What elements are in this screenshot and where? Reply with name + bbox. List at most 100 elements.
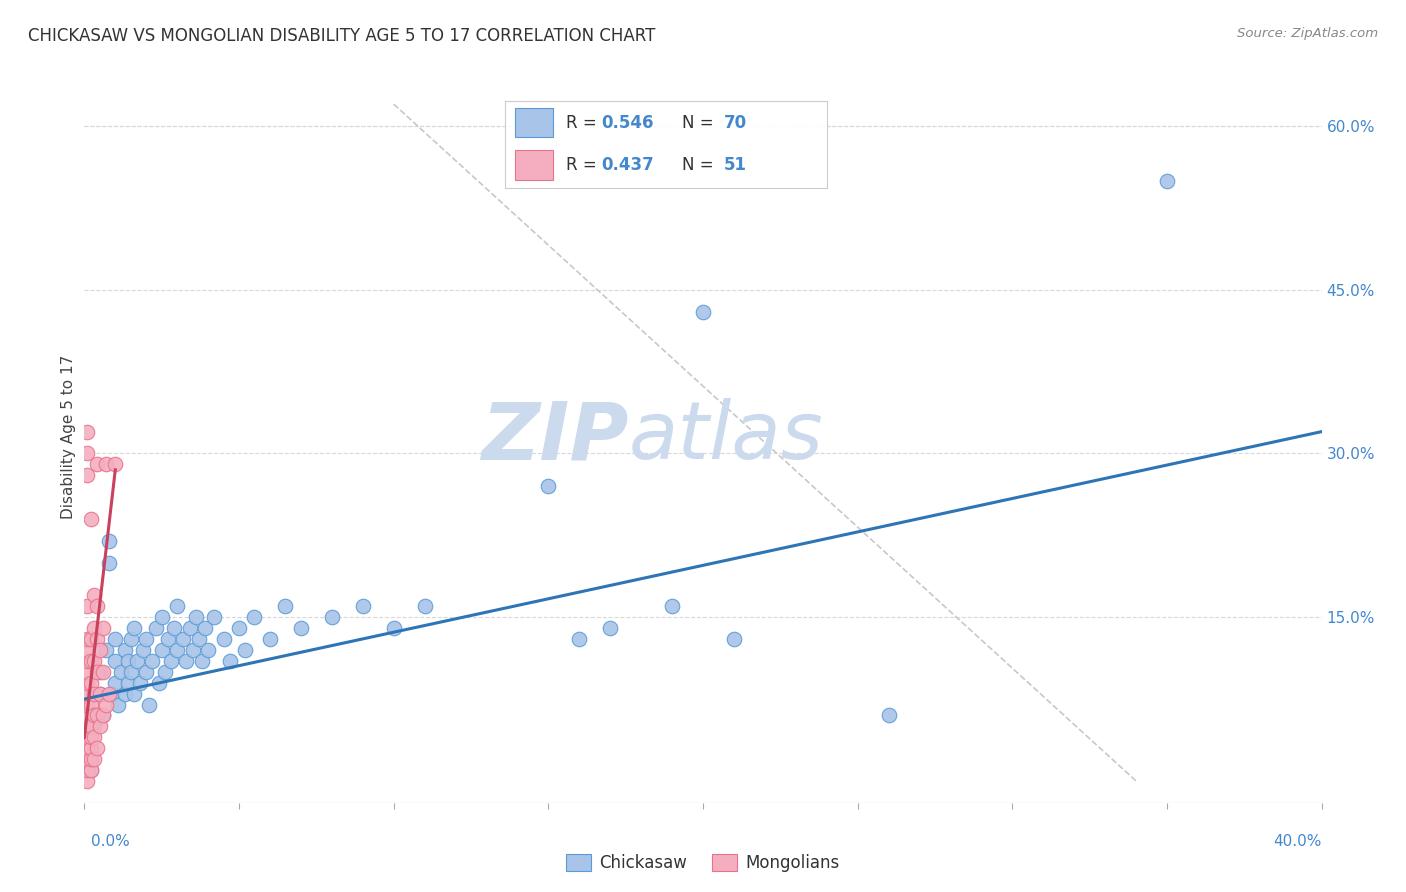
Point <box>166 643 188 657</box>
Point <box>83 621 105 635</box>
Point <box>89 687 111 701</box>
Point <box>233 643 256 657</box>
Point <box>129 675 152 690</box>
Point <box>76 632 98 646</box>
Point <box>259 632 281 646</box>
Point <box>382 621 405 635</box>
Point <box>98 556 121 570</box>
Point <box>89 719 111 733</box>
Point <box>86 632 108 646</box>
Point <box>83 687 105 701</box>
Point <box>352 599 374 614</box>
Point <box>110 665 132 679</box>
Point <box>79 719 101 733</box>
Point <box>76 687 98 701</box>
Point <box>120 665 142 679</box>
Point <box>117 675 139 690</box>
Point <box>94 458 117 472</box>
Text: 40.0%: 40.0% <box>1274 834 1322 849</box>
Point <box>135 665 157 679</box>
Point <box>76 446 98 460</box>
Point <box>661 599 683 614</box>
Point <box>218 654 240 668</box>
Point <box>76 675 98 690</box>
Point <box>243 610 266 624</box>
Point <box>83 588 105 602</box>
Point <box>187 632 209 646</box>
Point <box>79 698 101 712</box>
Text: ZIP: ZIP <box>481 398 628 476</box>
Point <box>125 654 148 668</box>
Point <box>321 610 343 624</box>
Point <box>228 621 250 635</box>
Point <box>274 599 297 614</box>
Point <box>79 632 101 646</box>
Point <box>114 643 136 657</box>
Point <box>79 741 101 756</box>
Point <box>104 458 127 472</box>
Point <box>212 632 235 646</box>
Point <box>117 654 139 668</box>
Point <box>599 621 621 635</box>
Point <box>79 763 101 777</box>
Point <box>150 643 173 657</box>
Point <box>179 621 201 635</box>
Point <box>89 687 111 701</box>
Point <box>86 458 108 472</box>
Point <box>76 763 98 777</box>
Point <box>79 752 101 766</box>
Legend: Chickasaw, Mongolians: Chickasaw, Mongolians <box>560 847 846 879</box>
Point <box>1156 173 1178 187</box>
Point <box>172 632 194 646</box>
Point <box>94 643 117 657</box>
Point <box>176 654 198 668</box>
Point <box>79 763 101 777</box>
Text: 0.0%: 0.0% <box>91 834 131 849</box>
Point <box>76 774 98 789</box>
Point <box>122 621 145 635</box>
Text: CHICKASAW VS MONGOLIAN DISABILITY AGE 5 TO 17 CORRELATION CHART: CHICKASAW VS MONGOLIAN DISABILITY AGE 5 … <box>28 27 655 45</box>
Point <box>184 610 207 624</box>
Point <box>83 731 105 745</box>
Point <box>132 643 155 657</box>
Point <box>86 741 108 756</box>
Point <box>76 599 98 614</box>
Point <box>141 654 163 668</box>
Point <box>76 654 98 668</box>
Point <box>537 479 560 493</box>
Point <box>153 665 176 679</box>
Point <box>76 752 98 766</box>
Point <box>104 632 127 646</box>
Point <box>83 708 105 723</box>
Point <box>79 654 101 668</box>
Point <box>89 643 111 657</box>
Point <box>76 468 98 483</box>
Y-axis label: Disability Age 5 to 17: Disability Age 5 to 17 <box>60 355 76 519</box>
Point <box>202 610 225 624</box>
Point <box>135 632 157 646</box>
Point <box>413 599 436 614</box>
Point <box>98 687 121 701</box>
Point <box>83 752 105 766</box>
Point <box>166 599 188 614</box>
Point <box>723 632 745 646</box>
Point <box>156 632 179 646</box>
Point <box>83 654 105 668</box>
Point <box>76 698 98 712</box>
Text: Source: ZipAtlas.com: Source: ZipAtlas.com <box>1237 27 1378 40</box>
Point <box>150 610 173 624</box>
Point <box>160 654 183 668</box>
Point <box>83 719 105 733</box>
Point <box>692 304 714 318</box>
Point <box>101 687 124 701</box>
Point <box>86 665 108 679</box>
Point <box>76 731 98 745</box>
Text: atlas: atlas <box>628 398 824 476</box>
Point <box>86 708 108 723</box>
Point <box>76 741 98 756</box>
Point <box>107 698 129 712</box>
Point <box>76 719 98 733</box>
Point <box>98 533 121 548</box>
Point <box>91 708 114 723</box>
Point <box>163 621 186 635</box>
